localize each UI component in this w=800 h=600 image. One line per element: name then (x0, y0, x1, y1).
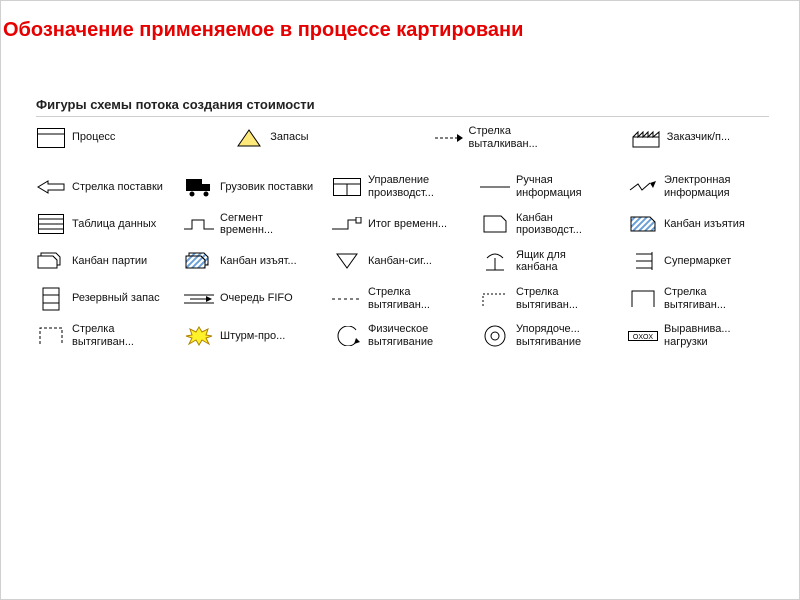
stencil-label: Резервный запас (72, 292, 160, 305)
stencil-label: Канбан изъятия (664, 218, 745, 231)
svg-text:OXOX: OXOX (633, 334, 654, 341)
post-icon (480, 249, 510, 273)
stencil-item-time-total[interactable]: Итог временн... (332, 212, 462, 237)
stencil-row: Канбан партии Канбан изъят... Канбан-сиг..… (36, 249, 769, 274)
stencil-item-safety-stock[interactable]: Резервный запас (36, 286, 166, 311)
thin-line-icon (480, 175, 510, 199)
stencil-row: Процесс Запасы Стрелка выталкиван... Заказч… (36, 125, 769, 150)
separator (36, 116, 769, 117)
stencil-label: Грузовик поставки (220, 181, 313, 194)
kanban-stack-icon (36, 249, 66, 273)
safety-stock-icon (36, 287, 66, 311)
step-line-icon (184, 212, 214, 236)
box-border-icon (628, 287, 658, 311)
stencil-label: Супермаркет (664, 255, 731, 268)
data-table-icon (36, 212, 66, 236)
truck-icon (184, 175, 214, 199)
stencil-item-truck[interactable]: Грузовик поставки (184, 174, 314, 199)
stencil-item-inventory[interactable]: Запасы (234, 125, 372, 150)
control-box-icon (332, 175, 362, 199)
stencil-item-pull-arrow-step[interactable]: Стрелка вытягиван... (480, 286, 610, 311)
stencil-row: Резервный запас Очередь FIFO Стрелка вытяг… (36, 286, 769, 311)
total-line-icon (332, 212, 362, 236)
stencil-item-ship-arrow[interactable]: Стрелка поставки (36, 174, 166, 199)
stencil-item-manual-info[interactable]: Ручная информация (480, 174, 610, 199)
stencil-item-electronic-info[interactable]: Электронная информация (628, 174, 758, 199)
stencil-item-supermarket[interactable]: Супермаркет (628, 249, 758, 274)
stencil-item-prod-kanban[interactable]: Канбан производст... (480, 212, 610, 237)
down-triangle-icon (332, 249, 362, 273)
box-dashed-icon (36, 324, 66, 348)
burst-icon (184, 324, 214, 348)
dash-line-icon (332, 287, 362, 311)
stencil-label: Электронная информация (664, 174, 758, 199)
stencil-label: Канбан партии (72, 255, 147, 268)
stencil-item-fifo[interactable]: Очередь FIFO (184, 286, 314, 311)
step-line2-icon (480, 287, 510, 311)
stencil-item-pull-arrow-4[interactable]: Стрелка вытягиван... (36, 323, 166, 348)
stencil-item-withdraw-kanban[interactable]: Канбан изъятия (628, 212, 758, 237)
oxox-icon: OXOX (628, 324, 658, 348)
stencil-label: Стрелка вытягиван... (516, 286, 610, 311)
stencil-item-prod-control[interactable]: Управление производст... (332, 174, 462, 199)
stencil-item-kanban-withdrawn[interactable]: Канбан изъят... (184, 249, 314, 274)
push-arrow-icon (433, 126, 463, 150)
stencil-item-sequenced-pull[interactable]: Упорядоче... вытягивание (480, 323, 610, 348)
lightning-icon (628, 175, 658, 199)
stencil-item-customer[interactable]: Заказчик/п... (631, 125, 769, 150)
stencil-label: Таблица данных (72, 218, 156, 231)
stencil-label: Стрелка выталкиван... (469, 125, 571, 150)
page-title: Обозначение применяемое в процессе карти… (3, 19, 799, 42)
stencil-label: Стрелка поставки (72, 181, 163, 194)
stencil-label: Итог временн... (368, 218, 447, 231)
stencil-item-load-level[interactable]: OXOX Выравнива... нагрузки (628, 323, 758, 348)
curve-arrow-icon (332, 324, 362, 348)
stencil-label: Канбан-сиг... (368, 255, 432, 268)
stencil-label: Упорядоче... вытягивание (516, 323, 610, 348)
stencil-label: Физическое вытягивание (368, 323, 462, 348)
stencil-label: Сегмент временн... (220, 212, 314, 237)
factory-icon (631, 126, 661, 150)
stencil-label: Штурм-про... (220, 330, 285, 343)
stencil-label: Запасы (270, 131, 308, 144)
stencil-item-data-table[interactable]: Таблица данных (36, 212, 166, 237)
stencil-item-process[interactable]: Процесс (36, 125, 174, 150)
stencil-item-physical-pull[interactable]: Физическое вытягивание (332, 323, 462, 348)
stencil-row: Стрелка вытягиван... Штурм-про... Физическ… (36, 323, 769, 348)
stencil-label: Заказчик/п... (667, 131, 730, 144)
stencil-label: Процесс (72, 131, 115, 144)
stencil-row: Стрелка поставки Грузовик поставки Управле… (36, 174, 769, 199)
stencil-label: Стрелка вытягиван... (72, 323, 166, 348)
kanban-card-icon (480, 212, 510, 236)
stencil-label: Ящик для канбана (516, 249, 610, 274)
stencil-item-push-arrow[interactable]: Стрелка выталкиван... (433, 125, 571, 150)
supermarket-icon (628, 249, 658, 273)
circle-icon (480, 324, 510, 348)
stencil-item-kanban-post[interactable]: Ящик для канбана (480, 249, 610, 274)
stencil-label: Канбан производст... (516, 212, 610, 237)
stencil-item-kaizen-burst[interactable]: Штурм-про... (184, 323, 314, 348)
stencil-label: Канбан изъят... (220, 255, 297, 268)
stencil-panel: Фигуры схемы потока создания стоимости П… (36, 97, 769, 349)
stencil-label: Выравнива... нагрузки (664, 323, 758, 348)
stencil-item-pull-arrow-dash[interactable]: Стрелка вытягиван... (332, 286, 462, 311)
stencil-label: Очередь FIFO (220, 292, 293, 305)
stencil-item-kanban-batch[interactable]: Канбан партии (36, 249, 166, 274)
panel-heading: Фигуры схемы потока создания стоимости (36, 97, 769, 112)
fifo-icon (184, 287, 214, 311)
stencil-row: Таблица данных Сегмент временн... Итог вре… (36, 212, 769, 237)
stencil-label: Стрелка вытягиван... (664, 286, 758, 311)
triangle-icon (234, 126, 264, 150)
stencil-item-time-segment[interactable]: Сегмент временн... (184, 212, 314, 237)
open-arrow-icon (36, 175, 66, 199)
process-icon (36, 126, 66, 150)
stencil-label: Ручная информация (516, 174, 610, 199)
kanban-hatch-s-icon (184, 249, 214, 273)
stencil-label: Управление производст... (368, 174, 462, 199)
kanban-hatch-icon (628, 212, 658, 236)
stencil-item-pull-arrow-box[interactable]: Стрелка вытягиван... (628, 286, 758, 311)
stencil-item-signal-kanban[interactable]: Канбан-сиг... (332, 249, 462, 274)
stencil-label: Стрелка вытягиван... (368, 286, 462, 311)
